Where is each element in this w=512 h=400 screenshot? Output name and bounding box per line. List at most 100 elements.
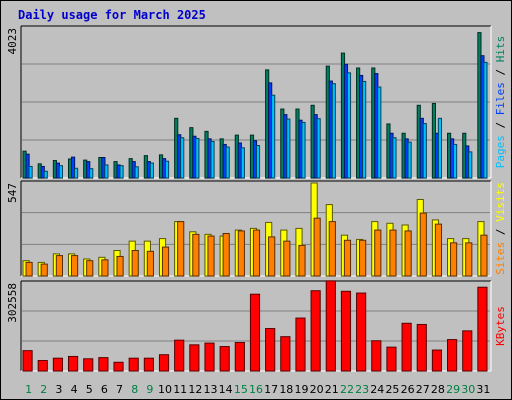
bar-kbytes-6 (98, 357, 109, 372)
axis-label-part: / (494, 222, 507, 242)
bar-pages-3 (58, 165, 63, 179)
xtick-8: 8 (131, 383, 138, 396)
bar-pages-31 (483, 61, 488, 179)
xtick-25: 25 (385, 383, 399, 396)
bar-sites-25 (389, 229, 397, 277)
bar-sites-29 (450, 242, 458, 277)
bar-pages-10 (164, 160, 170, 179)
bar-sites-28 (434, 223, 443, 277)
bar-sites-17 (268, 236, 276, 277)
bar-pages-9 (149, 162, 154, 179)
axis-label-part: KBytes (494, 306, 507, 346)
xtick-4: 4 (71, 383, 78, 396)
axis-label: KBytes (494, 306, 507, 346)
bar-sites-30 (465, 242, 473, 277)
bar-pages-21 (331, 83, 336, 179)
bar-sites-16 (252, 229, 261, 277)
bar-sites-2 (40, 263, 48, 277)
panel-hits-files-pages: 4023 Pages / Files / Hits (6, 25, 507, 179)
bar-sites-19 (298, 244, 306, 277)
bar-pages-20 (316, 118, 321, 179)
xtick-1: 1 (25, 383, 32, 396)
bar-pages-19 (301, 121, 306, 179)
bar-kbytes-14 (219, 346, 230, 372)
xtick-28: 28 (431, 383, 445, 396)
bar-pages-25 (392, 137, 397, 179)
bar-sites-4 (70, 255, 79, 277)
bar-sites-3 (55, 255, 63, 277)
bar-sites-7 (116, 255, 124, 277)
bar-files-4 (70, 156, 76, 179)
xtick-18: 18 (279, 383, 293, 396)
axis-label-part: Hits (494, 36, 507, 63)
bar-kbytes-28 (431, 349, 443, 372)
bar-pages-12 (195, 137, 200, 179)
bar-sites-15 (237, 230, 245, 277)
bar-kbytes-19 (295, 317, 306, 372)
bar-kbytes-24 (371, 340, 382, 372)
bar-sites-11 (177, 221, 185, 277)
bar-kbytes-23 (356, 292, 367, 372)
xtick-9: 9 (146, 383, 153, 396)
ymax-label: 302558 (6, 283, 19, 323)
axis-label: Sites / Visits (494, 182, 507, 275)
axis-label: Pages / Files / Hits (494, 36, 507, 169)
bar-sites-22 (343, 239, 352, 277)
bar-sites-13 (207, 235, 215, 277)
axis-label-part: Visits (494, 182, 507, 222)
bar-pages-1 (28, 165, 33, 179)
bar-kbytes-31 (477, 286, 488, 372)
bar-kbytes-21 (325, 280, 336, 372)
xtick-22: 22 (340, 383, 354, 396)
axis-label-part: Pages (494, 135, 507, 168)
bar-sites-14 (222, 232, 230, 277)
bar-kbytes-5 (83, 358, 94, 372)
bar-kbytes-3 (52, 357, 63, 372)
bar-sites-21 (328, 221, 336, 277)
bar-pages-5 (89, 168, 94, 179)
xtick-24: 24 (370, 383, 384, 396)
xtick-6: 6 (101, 383, 108, 396)
bar-sites-27 (419, 212, 427, 277)
bar-pages-4 (73, 167, 79, 179)
bar-sites-12 (192, 233, 200, 277)
xtick-13: 13 (204, 383, 218, 396)
xtick-20: 20 (310, 383, 324, 396)
xtick-21: 21 (325, 383, 339, 396)
chart-title: Daily usage for March 2025 (18, 8, 206, 22)
xtick-11: 11 (173, 383, 187, 396)
bar-kbytes-4 (67, 355, 79, 372)
bar-pages-17 (271, 94, 276, 179)
bar-kbytes-13 (204, 342, 215, 372)
bar-sites-24 (374, 229, 382, 277)
bar-sites-18 (283, 240, 291, 277)
bar-sites-5 (86, 260, 94, 277)
bar-kbytes-9 (143, 357, 154, 372)
panel-kbytes: 302558 KBytes (6, 280, 507, 372)
xtick-5: 5 (86, 383, 93, 396)
panel-visits-sites: 547 Sites / Visits (6, 180, 507, 277)
bar-kbytes-30 (462, 330, 473, 372)
bar-kbytes-10 (158, 354, 170, 372)
bar-sites-1 (25, 261, 33, 277)
axis-label-part: / (494, 115, 507, 135)
bar-sites-8 (131, 249, 139, 277)
bar-pages-8 (134, 166, 139, 179)
xtick-2: 2 (40, 383, 47, 396)
ymax-label: 547 (6, 183, 19, 203)
xtick-23: 23 (355, 383, 369, 396)
bar-kbytes-16 (249, 293, 261, 372)
xtick-14: 14 (219, 383, 233, 396)
bar-sites-6 (101, 259, 109, 277)
bar-pages-13 (210, 140, 215, 179)
bar-pages-27 (422, 123, 427, 179)
xtick-17: 17 (264, 383, 278, 396)
xtick-19: 19 (294, 383, 308, 396)
bar-kbytes-20 (310, 290, 321, 372)
bar-pages-24 (377, 86, 382, 179)
bar-pages-18 (286, 118, 291, 179)
bar-kbytes-15 (234, 341, 245, 372)
bar-kbytes-22 (340, 290, 352, 372)
bar-kbytes-27 (416, 323, 427, 372)
